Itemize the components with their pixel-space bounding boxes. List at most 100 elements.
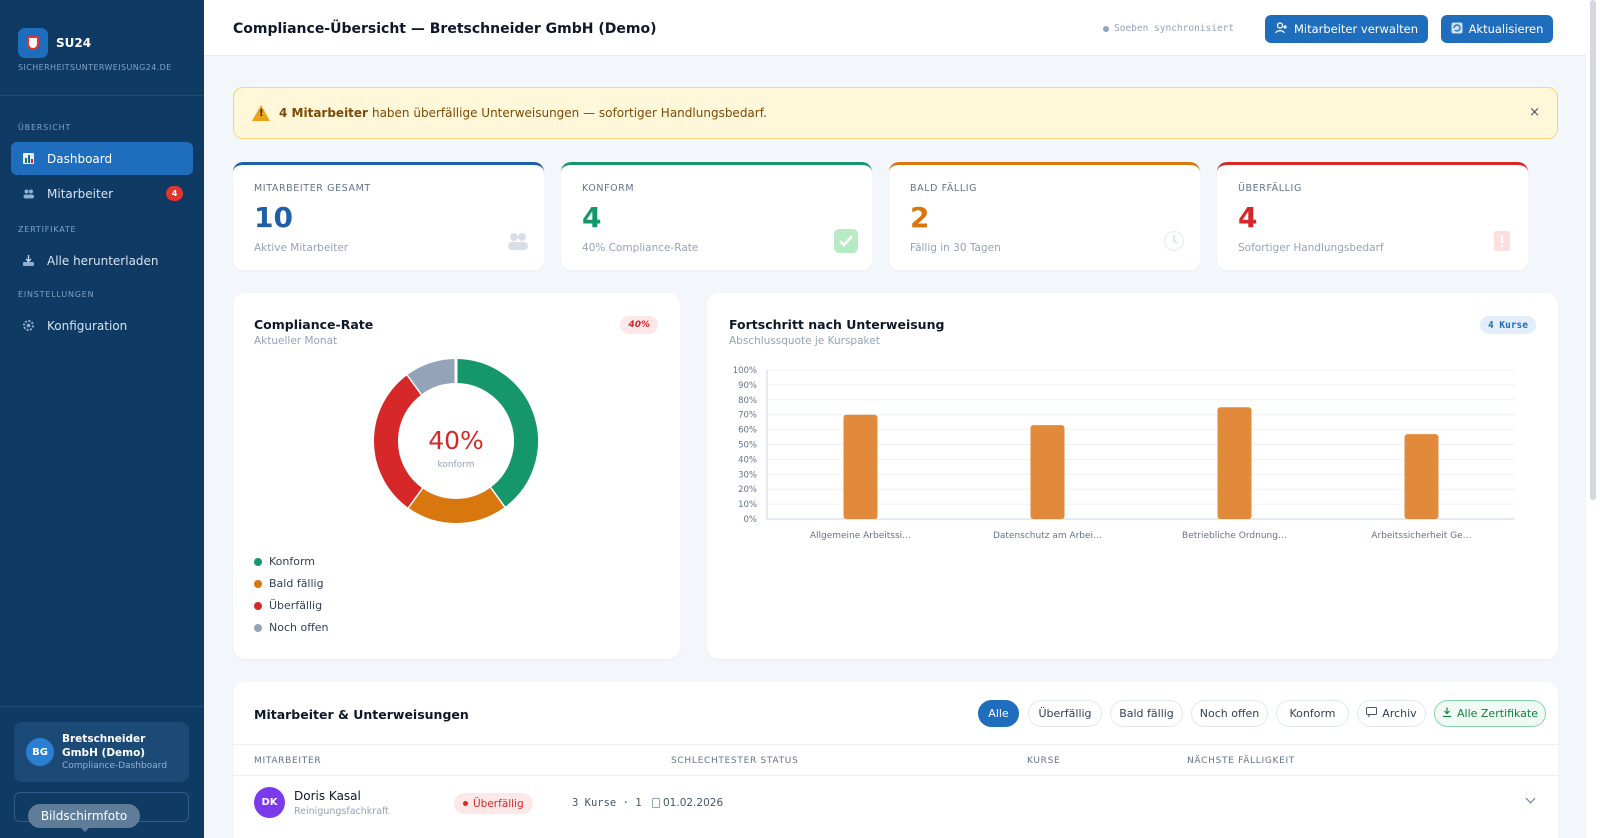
chevron-down-icon[interactable] xyxy=(1525,793,1536,804)
tooltip-arrow xyxy=(80,827,90,832)
download-icon xyxy=(1442,707,1452,720)
y-tick-label: 10% xyxy=(738,500,757,510)
stat-value: 10 xyxy=(254,201,293,234)
sync-status-text: Soeben synchronisiert xyxy=(1114,23,1235,34)
sidebar-divider xyxy=(0,95,204,96)
donut-segment-1 xyxy=(407,487,505,523)
filter-all[interactable]: Alle xyxy=(978,700,1019,727)
scrollbar-thumb[interactable] xyxy=(1590,0,1596,500)
sync-dot-icon xyxy=(1103,25,1109,32)
employees-table-card: Mitarbeiter & Unterweisungen Alle Überfä… xyxy=(233,682,1558,838)
employee-role: Reinigungsfachkraft xyxy=(294,806,389,817)
status-badge-label: Überfällig xyxy=(473,797,524,810)
bar-0[interactable] xyxy=(843,414,878,519)
course-count-badge: 4 Kurse xyxy=(1479,316,1536,334)
status-dot-icon xyxy=(463,801,468,806)
x-tick-label: Allgemeine Arbeitssi… xyxy=(810,531,911,541)
y-tick-label: 90% xyxy=(738,381,757,391)
table-header: MITARBEITER SCHLECHTESTER STATUS KURSE N… xyxy=(233,744,1558,776)
bar-3[interactable] xyxy=(1404,434,1439,519)
y-tick-label: 70% xyxy=(738,411,757,421)
document-icon xyxy=(652,798,660,808)
progress-title: Fortschritt nach Unterweisung xyxy=(729,317,945,332)
filter-open[interactable]: Noch offen xyxy=(1191,700,1268,727)
sidebar-item-label: Konfiguration xyxy=(47,318,128,333)
due-date: 01.02.2026 xyxy=(652,797,723,809)
page-scrollbar[interactable] xyxy=(1586,0,1600,838)
legend-dot-icon xyxy=(254,601,262,610)
y-tick-label: 20% xyxy=(738,485,757,495)
gear-icon xyxy=(22,319,35,332)
legend-dot-icon xyxy=(254,557,262,566)
stat-label: MITARBEITER GESAMT xyxy=(254,183,371,194)
legend-label: Noch offen xyxy=(269,621,329,634)
sidebar-item-employees[interactable]: Mitarbeiter 4 xyxy=(11,177,193,210)
refresh-label: Aktualisieren xyxy=(1468,22,1544,36)
manage-employees-label: Mitarbeiter verwalten xyxy=(1293,22,1419,36)
legend-dot-icon xyxy=(254,579,262,588)
download-all-certificates-button[interactable]: Alle Zertifikate xyxy=(1434,700,1546,727)
close-icon[interactable]: × xyxy=(1529,105,1540,120)
bar-2[interactable] xyxy=(1217,407,1252,519)
refresh-icon xyxy=(1451,22,1463,37)
filter-compliant[interactable]: Konform xyxy=(1276,700,1349,727)
legend-item-compliant: Konform xyxy=(254,555,315,568)
stat-subtext: Sofortiger Handlungsbedarf xyxy=(1238,242,1384,254)
overdue-alert: ! 4 Mitarbeiter haben überfällige Unterw… xyxy=(233,87,1558,139)
filter-archive-label: Archiv xyxy=(1382,707,1417,720)
donut-segment-2 xyxy=(374,374,423,508)
x-tick-label: Datenschutz am Arbei… xyxy=(993,531,1102,541)
stat-label: BALD FÄLLIG xyxy=(910,183,978,194)
stat-subtext: Aktive Mitarbeiter xyxy=(254,242,349,254)
compliance-title: Compliance-Rate xyxy=(254,317,374,332)
bar-1[interactable] xyxy=(1030,425,1065,519)
y-tick-label: 40% xyxy=(738,455,757,465)
stat-card-due-soon: BALD FÄLLIG 2 Fällig in 30 Tagen xyxy=(889,162,1200,270)
alert-text: haben überfällige Unterweisungen — sofor… xyxy=(371,106,767,120)
compliance-subtitle: Aktueller Monat xyxy=(254,335,338,347)
column-employee[interactable]: MITARBEITER xyxy=(254,756,322,766)
page-title: Compliance-Übersicht — Bretschneider Gmb… xyxy=(233,21,657,37)
download-tray-icon xyxy=(22,254,35,267)
column-courses[interactable]: KURSE xyxy=(1027,756,1061,766)
sidebar: SU24 SICHERHEITSUNTERWEISUNG24.DE ÜBERSI… xyxy=(0,0,204,838)
progress-by-course-card: Fortschritt nach Unterweisung Abschlussq… xyxy=(707,293,1558,659)
column-worst-status[interactable]: SCHLECHTESTER STATUS xyxy=(671,756,799,766)
main-content: Compliance-Übersicht — Bretschneider Gmb… xyxy=(204,0,1586,838)
employees-count-badge: 4 xyxy=(166,186,183,201)
x-tick-label: Betriebliche Ordnung… xyxy=(1182,531,1287,541)
compliance-rate-badge: 40% xyxy=(620,316,658,334)
donut-center-value: 40% xyxy=(428,426,484,455)
screenshot-tooltip: Bildschirmfoto xyxy=(28,804,140,828)
alert-strong-text: 4 Mitarbeiter xyxy=(279,106,368,120)
sidebar-item-download-all[interactable]: Alle herunterladen xyxy=(11,244,193,277)
stat-card-overdue: ÜBERFÄLLIG 4 Sofortiger Handlungsbedarf xyxy=(1217,162,1528,270)
donut-center-label: konform xyxy=(437,460,474,470)
legend-item-overdue: Überfällig xyxy=(254,599,322,612)
archive-icon xyxy=(1366,707,1378,720)
brand-name: SU24 xyxy=(56,36,92,50)
y-tick-label: 0% xyxy=(744,515,758,525)
filter-overdue[interactable]: Überfällig xyxy=(1028,700,1102,727)
sidebar-item-label: Dashboard xyxy=(47,151,113,166)
org-name: Bretschneider GmbH (Demo) xyxy=(62,733,146,759)
sidebar-section-settings: EINSTELLUNGEN xyxy=(18,290,95,299)
filter-archive[interactable]: Archiv xyxy=(1357,700,1426,727)
org-avatar: BG xyxy=(26,738,54,766)
refresh-button[interactable]: Aktualisieren xyxy=(1441,15,1553,43)
y-tick-label: 30% xyxy=(738,470,757,480)
column-next-due[interactable]: NÄCHSTE FÄLLIGKEIT xyxy=(1187,756,1296,766)
y-tick-label: 80% xyxy=(738,396,757,406)
manage-employees-button[interactable]: Mitarbeiter verwalten xyxy=(1265,15,1428,43)
alert-icon xyxy=(1490,229,1514,253)
donut-segment-0 xyxy=(455,359,538,508)
stat-label: ÜBERFÄLLIG xyxy=(1238,183,1302,194)
legend-item-due-soon: Bald fällig xyxy=(254,577,324,590)
sidebar-item-configuration[interactable]: Konfiguration xyxy=(11,309,193,342)
stat-label: KONFORM xyxy=(582,183,635,194)
user-add-icon xyxy=(1275,21,1288,37)
organization-card[interactable]: BG Bretschneider GmbH (Demo) Compliance-… xyxy=(14,722,189,782)
sidebar-section-overview: ÜBERSICHT xyxy=(18,123,72,132)
filter-due-soon[interactable]: Bald fällig xyxy=(1110,700,1183,727)
sidebar-item-dashboard[interactable]: Dashboard xyxy=(11,142,193,175)
